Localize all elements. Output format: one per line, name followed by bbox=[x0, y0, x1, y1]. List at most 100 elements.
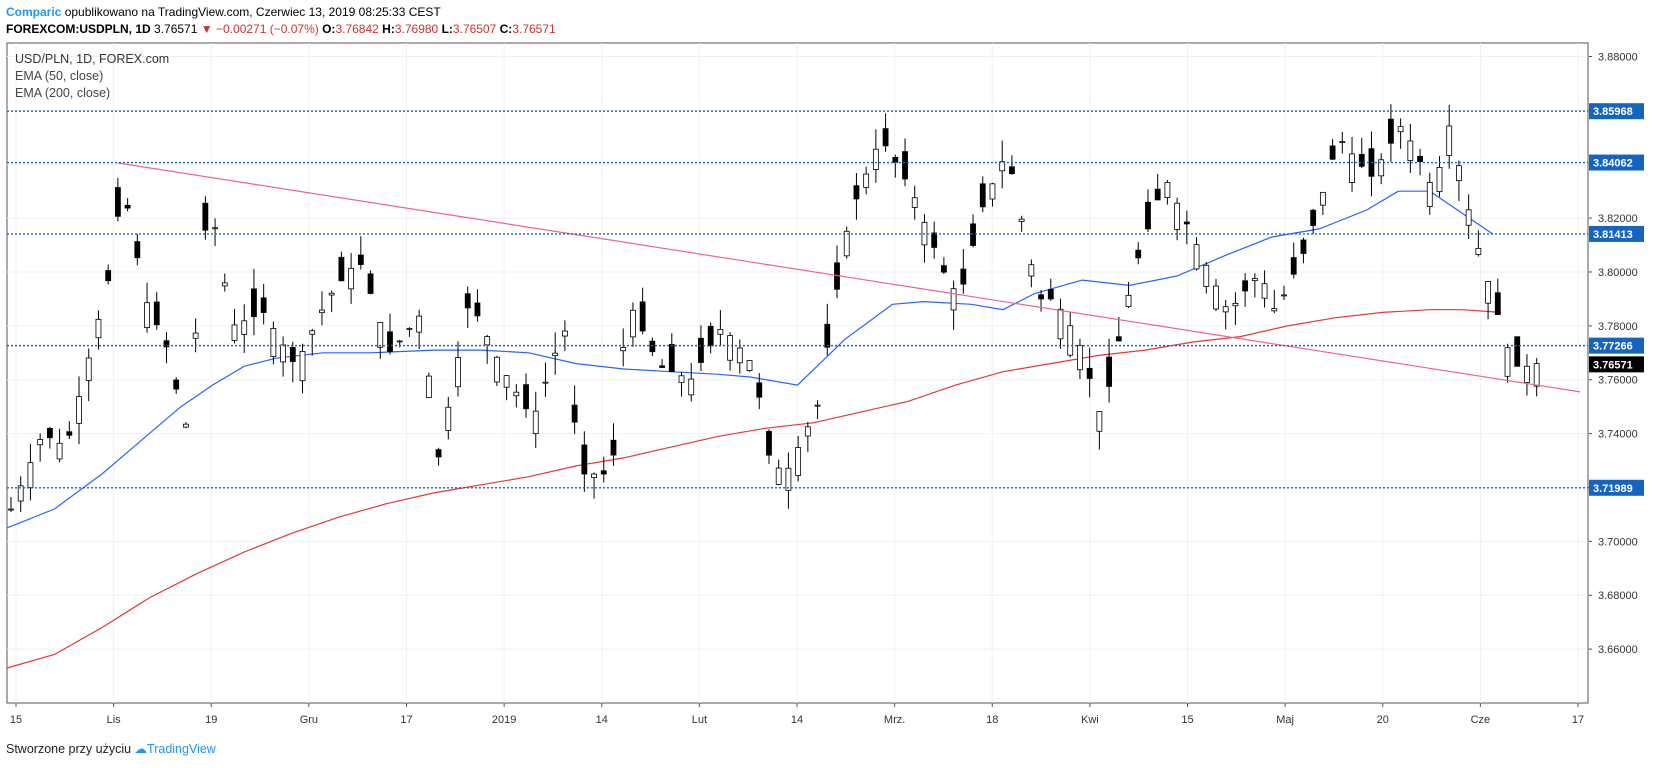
x-tick-label: Mrz. bbox=[884, 714, 905, 726]
candle-body bbox=[221, 282, 228, 287]
candle-body bbox=[775, 467, 782, 485]
y-tick-label: 3.88000 bbox=[1598, 51, 1638, 63]
candle-body bbox=[1446, 125, 1453, 156]
candle-body bbox=[202, 202, 209, 231]
candle-body bbox=[46, 427, 53, 439]
candle-body bbox=[192, 332, 199, 339]
candle-body bbox=[853, 185, 860, 200]
symbol-label: FOREXCOM:USDPLN, 1D bbox=[6, 22, 151, 36]
candle-body bbox=[348, 267, 355, 290]
candle-body bbox=[464, 293, 471, 309]
candle-body bbox=[970, 223, 976, 246]
level-price-label: 3.84062 bbox=[1593, 158, 1633, 170]
candle-body bbox=[445, 406, 452, 431]
open-label: O: bbox=[322, 22, 336, 36]
candle-body bbox=[260, 297, 267, 313]
candle-body bbox=[406, 328, 413, 330]
ohlc-bar: FOREXCOM:USDPLN, 1D 3.76571 ▼ −0.00271 (… bbox=[6, 21, 556, 37]
publish-info: opublikowano na TradingView.com, Czerwie… bbox=[64, 5, 441, 19]
candle-body bbox=[1426, 181, 1433, 207]
high-label: H: bbox=[382, 22, 395, 36]
candle-body bbox=[289, 347, 296, 362]
candle-body bbox=[562, 330, 568, 337]
candle-body bbox=[668, 343, 675, 373]
candle-body bbox=[620, 347, 627, 352]
x-tick-label: Cze bbox=[1471, 714, 1491, 726]
level-price-label: 3.77266 bbox=[1593, 341, 1633, 353]
candle-body bbox=[212, 227, 218, 230]
candle-body bbox=[503, 375, 510, 388]
last-price: 3.76571 bbox=[154, 22, 198, 36]
candle-body bbox=[931, 232, 938, 248]
candle-body bbox=[231, 324, 238, 341]
legend-ema50: EMA (50, close) bbox=[15, 69, 104, 83]
candle-body bbox=[484, 336, 491, 346]
candle-body bbox=[872, 148, 879, 170]
candle-body bbox=[1465, 209, 1472, 226]
candle-body bbox=[804, 426, 811, 437]
candle-body bbox=[678, 375, 685, 383]
candle-body bbox=[1524, 365, 1530, 383]
candle-body bbox=[1300, 239, 1307, 254]
footer-text: Stworzone przy użyciu bbox=[6, 742, 132, 756]
candle-body bbox=[1106, 356, 1112, 387]
candle-body bbox=[66, 431, 73, 436]
candle-body bbox=[319, 309, 325, 314]
down-arrow-icon: ▼ bbox=[200, 22, 213, 36]
x-tick-label: 17 bbox=[1572, 714, 1584, 726]
candle-body bbox=[1436, 166, 1443, 193]
last-price-badge bbox=[1589, 356, 1644, 373]
candle-body bbox=[1242, 280, 1249, 292]
candle-body bbox=[56, 442, 63, 460]
candle-body bbox=[698, 337, 704, 363]
candle-body bbox=[1086, 367, 1093, 379]
candle-body bbox=[902, 151, 908, 180]
candle-body bbox=[707, 325, 714, 347]
candle-body bbox=[299, 351, 306, 382]
candle-body bbox=[144, 302, 150, 329]
candle-body bbox=[1213, 285, 1219, 310]
candle-body bbox=[1329, 145, 1336, 160]
ema50-line bbox=[6, 190, 1494, 529]
candle-body bbox=[328, 292, 335, 296]
candle-body bbox=[1251, 278, 1258, 282]
candle-body bbox=[1203, 264, 1210, 287]
candle-body bbox=[1261, 283, 1268, 299]
tradingview-link[interactable]: TradingView bbox=[147, 742, 216, 756]
candle-body bbox=[270, 328, 277, 358]
candle-body bbox=[513, 391, 520, 397]
candle-body bbox=[1018, 218, 1025, 222]
candle-body bbox=[1339, 141, 1346, 143]
candle-body bbox=[892, 156, 899, 163]
candle-body bbox=[1388, 118, 1394, 144]
close-label: C: bbox=[499, 22, 513, 36]
x-tick-label: 19 bbox=[205, 714, 217, 726]
author-link[interactable]: Comparic bbox=[6, 5, 62, 19]
candle-body bbox=[688, 378, 695, 396]
candle-body bbox=[241, 320, 248, 335]
candle-body bbox=[37, 439, 44, 446]
candle-body bbox=[1475, 247, 1482, 255]
candle-body bbox=[1096, 411, 1103, 432]
candle-body bbox=[153, 301, 160, 326]
x-tick-label: 15 bbox=[1181, 714, 1193, 726]
candle-body bbox=[785, 467, 792, 491]
candle-body bbox=[814, 404, 821, 407]
candle-body bbox=[630, 309, 636, 338]
candle-body bbox=[1047, 288, 1054, 300]
candle-body bbox=[183, 423, 189, 428]
candle-body bbox=[766, 431, 772, 456]
candle-body bbox=[581, 444, 588, 475]
candle-body bbox=[163, 340, 170, 348]
candle-body bbox=[1164, 182, 1171, 199]
candle-body bbox=[1222, 306, 1229, 313]
x-tick-label: Gru bbox=[300, 714, 318, 726]
tradingview-logo-icon[interactable]: ☁ bbox=[134, 742, 148, 756]
candle-body bbox=[979, 183, 986, 208]
candle-body bbox=[1174, 202, 1181, 230]
candle-body bbox=[552, 352, 559, 357]
legend-ema200: EMA (200, close) bbox=[15, 86, 111, 100]
candle-body bbox=[493, 356, 500, 383]
candle-body bbox=[1232, 302, 1239, 307]
